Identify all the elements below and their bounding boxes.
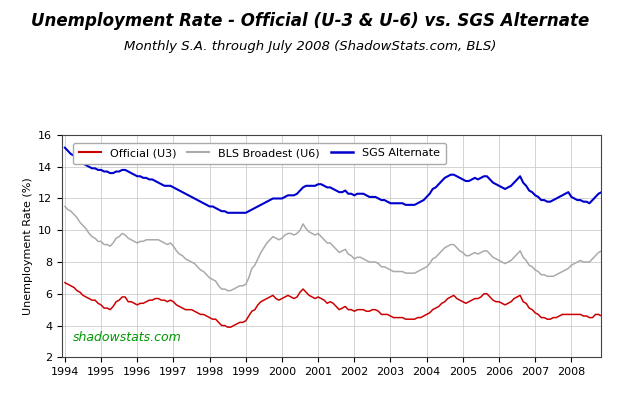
Legend: Official (U3), BLS Broadest (U6), SGS Alternate: Official (U3), BLS Broadest (U6), SGS Al… (73, 143, 446, 164)
Text: Unemployment Rate - Official (U-3 & U-6) vs. SGS Alternate: Unemployment Rate - Official (U-3 & U-6)… (31, 12, 589, 30)
Y-axis label: Unemployment Rate (%): Unemployment Rate (%) (22, 177, 33, 315)
Text: shadowstats.com: shadowstats.com (73, 331, 182, 344)
Text: Monthly S.A. through July 2008 (ShadowStats.com, BLS): Monthly S.A. through July 2008 (ShadowSt… (124, 40, 496, 53)
